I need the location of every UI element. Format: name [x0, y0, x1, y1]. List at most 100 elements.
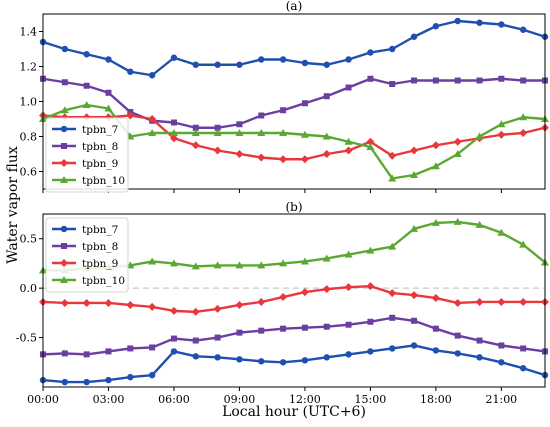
data-point-circle — [498, 21, 505, 28]
data-point-triangle — [213, 261, 222, 269]
data-point-square — [170, 119, 177, 126]
data-point-diamond — [431, 141, 440, 150]
panel-title: (a) — [286, 0, 303, 13]
data-point-circle — [345, 56, 352, 63]
data-point-square — [498, 342, 505, 349]
y-tick-label: 1.0 — [20, 96, 38, 109]
data-point-circle — [279, 56, 287, 63]
data-point-triangle — [257, 129, 266, 136]
y-tick-label: -0.5 — [16, 332, 37, 345]
data-point-diamond — [60, 259, 68, 267]
data-point-square — [105, 89, 112, 96]
data-point-circle — [192, 353, 199, 360]
data-point-circle — [454, 17, 461, 25]
data-point-circle — [367, 49, 374, 56]
data-point-triangle — [519, 240, 528, 248]
data-point-diamond — [257, 153, 266, 162]
legend-label: tpbn_10 — [82, 175, 125, 187]
data-point-triangle — [279, 129, 288, 136]
data-point-triangle — [148, 129, 157, 136]
data-point-triangle — [410, 171, 419, 178]
data-point-diamond — [126, 300, 135, 309]
x-tick-label: 15:00 — [355, 393, 387, 406]
data-point-diamond — [82, 298, 91, 307]
data-point-triangle — [82, 101, 91, 108]
data-point-circle — [170, 348, 178, 355]
data-point-square — [301, 100, 308, 107]
data-point-diamond — [148, 302, 157, 311]
data-point-square — [520, 345, 527, 352]
data-point-triangle — [388, 174, 397, 182]
series-tpbn-9 — [39, 282, 549, 316]
data-point-square — [83, 82, 90, 89]
legend-label: tpbn_9 — [82, 158, 118, 170]
data-point-square — [345, 321, 352, 328]
legend-label: tpbn_7 — [82, 124, 118, 136]
y-tick-label: 0.0 — [20, 282, 38, 295]
data-point-square — [258, 112, 265, 119]
data-point-square — [280, 107, 287, 114]
legend: tpbn_7 tpbn_8 tpbn_9 tpbn_10 — [45, 217, 129, 293]
data-point-diamond — [213, 304, 222, 313]
data-point-circle — [127, 373, 134, 381]
data-point-circle — [192, 61, 199, 68]
data-point-circle — [60, 225, 68, 233]
data-point-triangle — [344, 137, 353, 145]
data-point-square — [498, 75, 505, 82]
data-point-square — [127, 345, 134, 352]
legend-label: tpbn_8 — [82, 141, 118, 153]
data-point-circle — [60, 125, 68, 133]
data-point-triangle — [475, 132, 484, 140]
data-point-circle — [83, 378, 90, 386]
data-point-diamond — [169, 306, 178, 315]
legend-box — [45, 217, 129, 293]
y-tick-label: 1.2 — [20, 61, 38, 74]
data-point-square — [367, 318, 374, 325]
data-point-triangle — [60, 276, 68, 283]
data-point-square — [454, 332, 461, 339]
data-point-triangle — [235, 261, 244, 269]
data-point-diamond — [279, 155, 288, 164]
data-point-circle — [258, 56, 265, 63]
series-tpbn-8 — [40, 314, 548, 358]
data-point-triangle — [453, 150, 462, 157]
data-point-square — [432, 77, 439, 84]
data-point-triangle — [279, 259, 288, 267]
data-point-square — [367, 75, 374, 82]
panel-title: (b) — [285, 200, 302, 214]
data-point-square — [236, 329, 243, 336]
legend-label: tpbn_7 — [82, 224, 118, 236]
panel-a: (a) 0.6 0.8 1.0 1.2 1.4 tpbn_7 tpbn_8 tpbn_9tpbn… — [20, 0, 549, 193]
data-point-circle — [105, 56, 112, 63]
data-point-triangle — [497, 228, 506, 236]
data-point-square — [345, 84, 352, 91]
data-point-square — [192, 337, 199, 344]
data-point-diamond — [213, 146, 222, 155]
panel-b: (b) -0.5 0.0 0.5 00:00 03:00 06:00 09:00 12:00 15… — [16, 200, 549, 406]
data-point-circle — [148, 371, 156, 379]
y-tick-label: 0.8 — [20, 131, 38, 144]
series-line — [42, 316, 546, 356]
data-point-diamond — [60, 298, 69, 307]
data-point-square — [432, 325, 439, 332]
data-point-triangle — [475, 220, 484, 228]
series-line — [42, 344, 546, 384]
data-point-triangle — [191, 129, 200, 136]
data-point-triangle — [60, 176, 68, 183]
data-point-triangle — [388, 242, 397, 250]
data-point-diamond — [104, 298, 113, 307]
plot-frame — [42, 213, 546, 388]
data-point-diamond — [191, 307, 200, 316]
data-point-circle — [410, 33, 418, 40]
data-point-triangle — [366, 143, 375, 150]
data-point-square — [149, 344, 156, 351]
data-point-diamond — [519, 297, 528, 306]
data-point-square — [280, 325, 287, 332]
data-point-circle — [323, 61, 330, 68]
data-point-triangle — [169, 259, 178, 267]
data-point-square — [323, 93, 330, 100]
data-point-circle — [519, 365, 527, 372]
data-point-diamond — [235, 300, 244, 309]
data-point-square — [105, 348, 112, 355]
